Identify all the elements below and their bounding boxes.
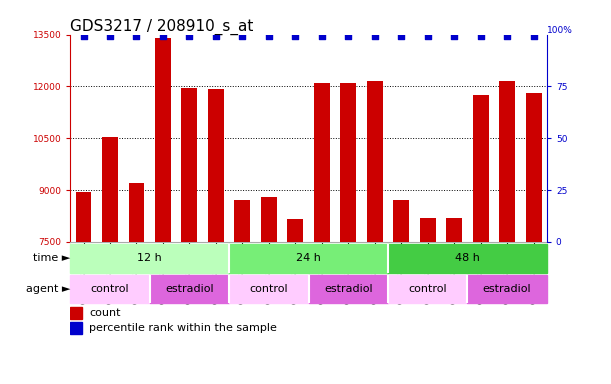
Bar	[314, 83, 330, 384]
Text: control: control	[408, 284, 447, 294]
Text: estradiol: estradiol	[324, 284, 373, 294]
Bar	[235, 200, 251, 384]
Point	[317, 33, 327, 39]
Bar	[155, 38, 171, 384]
Bar	[70, 322, 82, 334]
Bar	[446, 218, 462, 384]
Point	[370, 33, 379, 39]
Text: count: count	[89, 308, 121, 318]
Bar	[70, 244, 229, 273]
Text: time ►: time ►	[33, 253, 70, 263]
Point	[105, 33, 115, 39]
Point	[131, 33, 141, 39]
Bar	[208, 89, 224, 384]
Bar	[128, 183, 144, 384]
Point	[476, 33, 486, 39]
Bar	[388, 244, 547, 273]
Bar	[499, 81, 515, 384]
Bar	[467, 275, 547, 303]
Text: 100%: 100%	[547, 26, 573, 35]
Text: 12 h: 12 h	[137, 253, 162, 263]
Bar	[76, 192, 92, 384]
Text: 48 h: 48 h	[455, 253, 480, 263]
Bar	[309, 275, 388, 303]
Text: 24 h: 24 h	[296, 253, 321, 263]
Bar	[525, 93, 541, 384]
Point	[185, 33, 194, 39]
Point	[397, 33, 406, 39]
Point	[343, 33, 353, 39]
Text: control: control	[90, 284, 130, 294]
Point	[423, 33, 433, 39]
Point	[211, 33, 221, 39]
Bar	[261, 197, 277, 384]
Text: control: control	[249, 284, 288, 294]
Text: estradiol: estradiol	[165, 284, 214, 294]
Bar	[287, 220, 303, 384]
Point	[502, 33, 512, 39]
Bar	[229, 244, 388, 273]
Point	[238, 33, 247, 39]
Bar	[70, 307, 82, 319]
Bar	[70, 275, 150, 303]
Bar	[102, 137, 118, 384]
Bar	[367, 81, 382, 384]
Text: percentile rank within the sample: percentile rank within the sample	[89, 323, 277, 333]
Point	[290, 33, 300, 39]
Point	[158, 33, 168, 39]
Bar	[473, 95, 489, 384]
Text: estradiol: estradiol	[483, 284, 532, 294]
Bar	[393, 200, 409, 384]
Text: agent ►: agent ►	[26, 284, 70, 294]
Bar	[340, 83, 356, 384]
Bar	[420, 218, 436, 384]
Bar	[181, 88, 197, 384]
Text: GDS3217 / 208910_s_at: GDS3217 / 208910_s_at	[70, 18, 254, 35]
Point	[529, 33, 538, 39]
Bar	[150, 275, 229, 303]
Bar	[229, 275, 309, 303]
Point	[449, 33, 459, 39]
Bar	[388, 275, 467, 303]
Point	[79, 33, 89, 39]
Point	[264, 33, 274, 39]
